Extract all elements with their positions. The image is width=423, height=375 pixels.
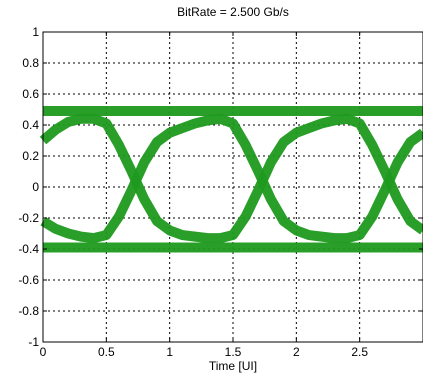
x-tick-label: 2.5 [351,345,368,359]
y-tick-label: 0 [32,180,39,194]
y-tick-label: -1 [28,335,39,349]
series-layer [39,106,423,253]
y-tick-label: 0.8 [22,56,39,70]
y-tick-label: -0.8 [18,304,39,318]
y-tick-label: 0.6 [22,87,39,101]
x-tick-label: 1.5 [225,345,242,359]
x-tick-label: 1 [166,345,173,359]
y-tick-label: 0.2 [22,149,39,163]
x-axis-label: Time [UI] [209,359,257,373]
grid-lines [43,32,423,342]
y-tick-label: -0.4 [18,242,39,256]
x-tick-label: 2 [293,345,300,359]
x-tick-label: 0 [40,345,47,359]
series-line-2 [39,113,423,244]
x-tick-labels: 0 0.5 1 1.5 2 2.5 [40,345,369,359]
series-line-3 [40,113,423,244]
tick-marks [42,31,423,343]
x-tick-label: 0.5 [98,345,115,359]
y-tick-label: 0.4 [22,118,39,132]
y-tick-labels: -1 -0.8 -0.6 -0.4 -0.2 0 0.2 0.4 0.6 0.8 1 [18,25,39,349]
y-tick-label: -0.6 [18,273,39,287]
chart-title: BitRate = 2.500 Gb/s [177,5,289,19]
y-tick-label: -0.2 [18,211,39,225]
y-tick-label: 1 [32,25,39,39]
